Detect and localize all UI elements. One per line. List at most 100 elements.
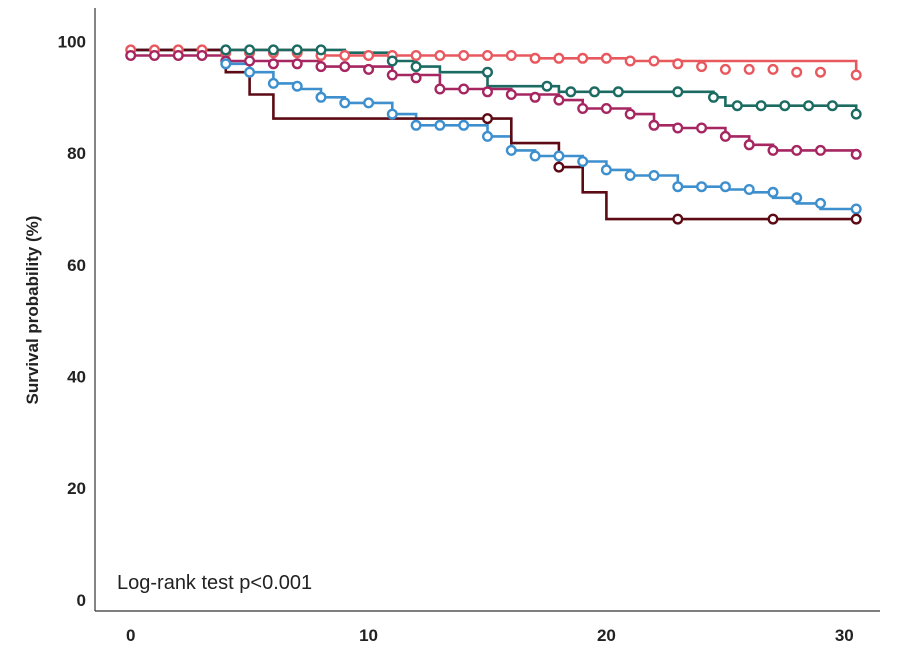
censor-marker [672, 86, 684, 98]
censor-marker [482, 113, 494, 125]
censor-marker [172, 50, 184, 62]
censor-marker [696, 181, 708, 193]
censor-marker [791, 144, 803, 156]
censor-marker [743, 183, 755, 195]
censor-marker [648, 55, 660, 67]
censor-marker [220, 58, 232, 70]
censor-marker [315, 61, 327, 73]
censor-marker [577, 102, 589, 114]
censor-marker [815, 144, 827, 156]
x-tick-label: 20 [597, 626, 616, 645]
censor-marker [719, 63, 731, 75]
censor-marker [577, 155, 589, 167]
censor-marker [624, 55, 636, 67]
censor-marker [363, 63, 375, 75]
censor-marker [731, 100, 743, 112]
censor-marker [850, 203, 862, 215]
x-tick-label: 30 [835, 626, 854, 645]
censor-marker [767, 213, 779, 225]
censor-marker [244, 44, 256, 56]
censor-marker [672, 58, 684, 70]
censor-marker [291, 58, 303, 70]
censor-marker [553, 94, 565, 106]
censor-marker [850, 69, 862, 81]
censor-marker [791, 192, 803, 204]
censor-marker [767, 186, 779, 198]
censor-marker [244, 55, 256, 67]
censor-marker [529, 150, 541, 162]
censor-marker [815, 66, 827, 78]
y-tick-labels: 0 20 40 60 80 100 [58, 33, 86, 610]
y-tick-label: 20 [67, 479, 86, 498]
censor-marker [244, 66, 256, 78]
censor-marker [458, 119, 470, 131]
y-tick-label: 60 [67, 256, 86, 275]
censor-marker [267, 77, 279, 89]
censor-marker [624, 108, 636, 120]
censor-marker [767, 144, 779, 156]
x-tick-labels: 0 10 20 30 [126, 626, 854, 645]
censor-marker [600, 52, 612, 64]
censor-marker [803, 100, 815, 112]
censor-marker [410, 61, 422, 73]
censor-marker [315, 44, 327, 56]
y-tick-label: 0 [77, 591, 86, 610]
censor-marker [220, 44, 232, 56]
censor-marker [291, 44, 303, 56]
censor-marker [708, 91, 720, 103]
censor-marker [624, 169, 636, 181]
censor-marker [339, 50, 351, 62]
censor-marker [505, 88, 517, 100]
censor-marker [410, 119, 422, 131]
censor-marker [719, 130, 731, 142]
censor-marker [410, 72, 422, 84]
censor-marker [577, 52, 589, 64]
censor-marker [386, 55, 398, 67]
censor-marker [148, 50, 160, 62]
censor-marker [696, 122, 708, 134]
censor-marker [529, 52, 541, 64]
censor-marker [648, 119, 660, 131]
censor-marker [767, 63, 779, 75]
censor-marker [482, 130, 494, 142]
censor-marker [743, 139, 755, 151]
censor-marker [196, 50, 208, 62]
censor-marker [386, 108, 398, 120]
censor-marker [363, 97, 375, 109]
censor-marker [458, 83, 470, 95]
censor-marker [505, 50, 517, 62]
y-tick-label: 40 [67, 368, 86, 387]
censor-marker [743, 63, 755, 75]
y-tick-label: 80 [67, 144, 86, 163]
censor-marker [553, 161, 565, 173]
censor-marker [434, 83, 446, 95]
logrank-annotation: Log-rank test p<0.001 [117, 572, 312, 594]
censor-marker [553, 150, 565, 162]
censor-marker [125, 50, 137, 62]
censor-marker [850, 148, 862, 160]
censor-marker [386, 69, 398, 81]
censor-marker [850, 213, 862, 225]
survival-curve-5 [130, 48, 857, 221]
x-tick-label: 10 [359, 626, 378, 645]
censor-marker [779, 100, 791, 112]
censor-marker [826, 100, 838, 112]
censor-marker [267, 44, 279, 56]
censor-marker [339, 61, 351, 73]
censor-marker [529, 91, 541, 103]
censor-marker [791, 66, 803, 78]
censor-marker [434, 119, 446, 131]
censor-marker [315, 91, 327, 103]
censor-marker [541, 80, 553, 92]
censor-marker [553, 52, 565, 64]
censor-marker [719, 181, 731, 193]
censor-marker [672, 122, 684, 134]
x-tick-label: 0 [126, 626, 135, 645]
y-axis-label: Survival probability (%) [23, 216, 42, 405]
survival-curve-2 [130, 48, 858, 115]
y-tick-label: 100 [58, 33, 86, 52]
censor-marker [815, 197, 827, 209]
censor-marker [482, 86, 494, 98]
censor-marker [363, 50, 375, 62]
